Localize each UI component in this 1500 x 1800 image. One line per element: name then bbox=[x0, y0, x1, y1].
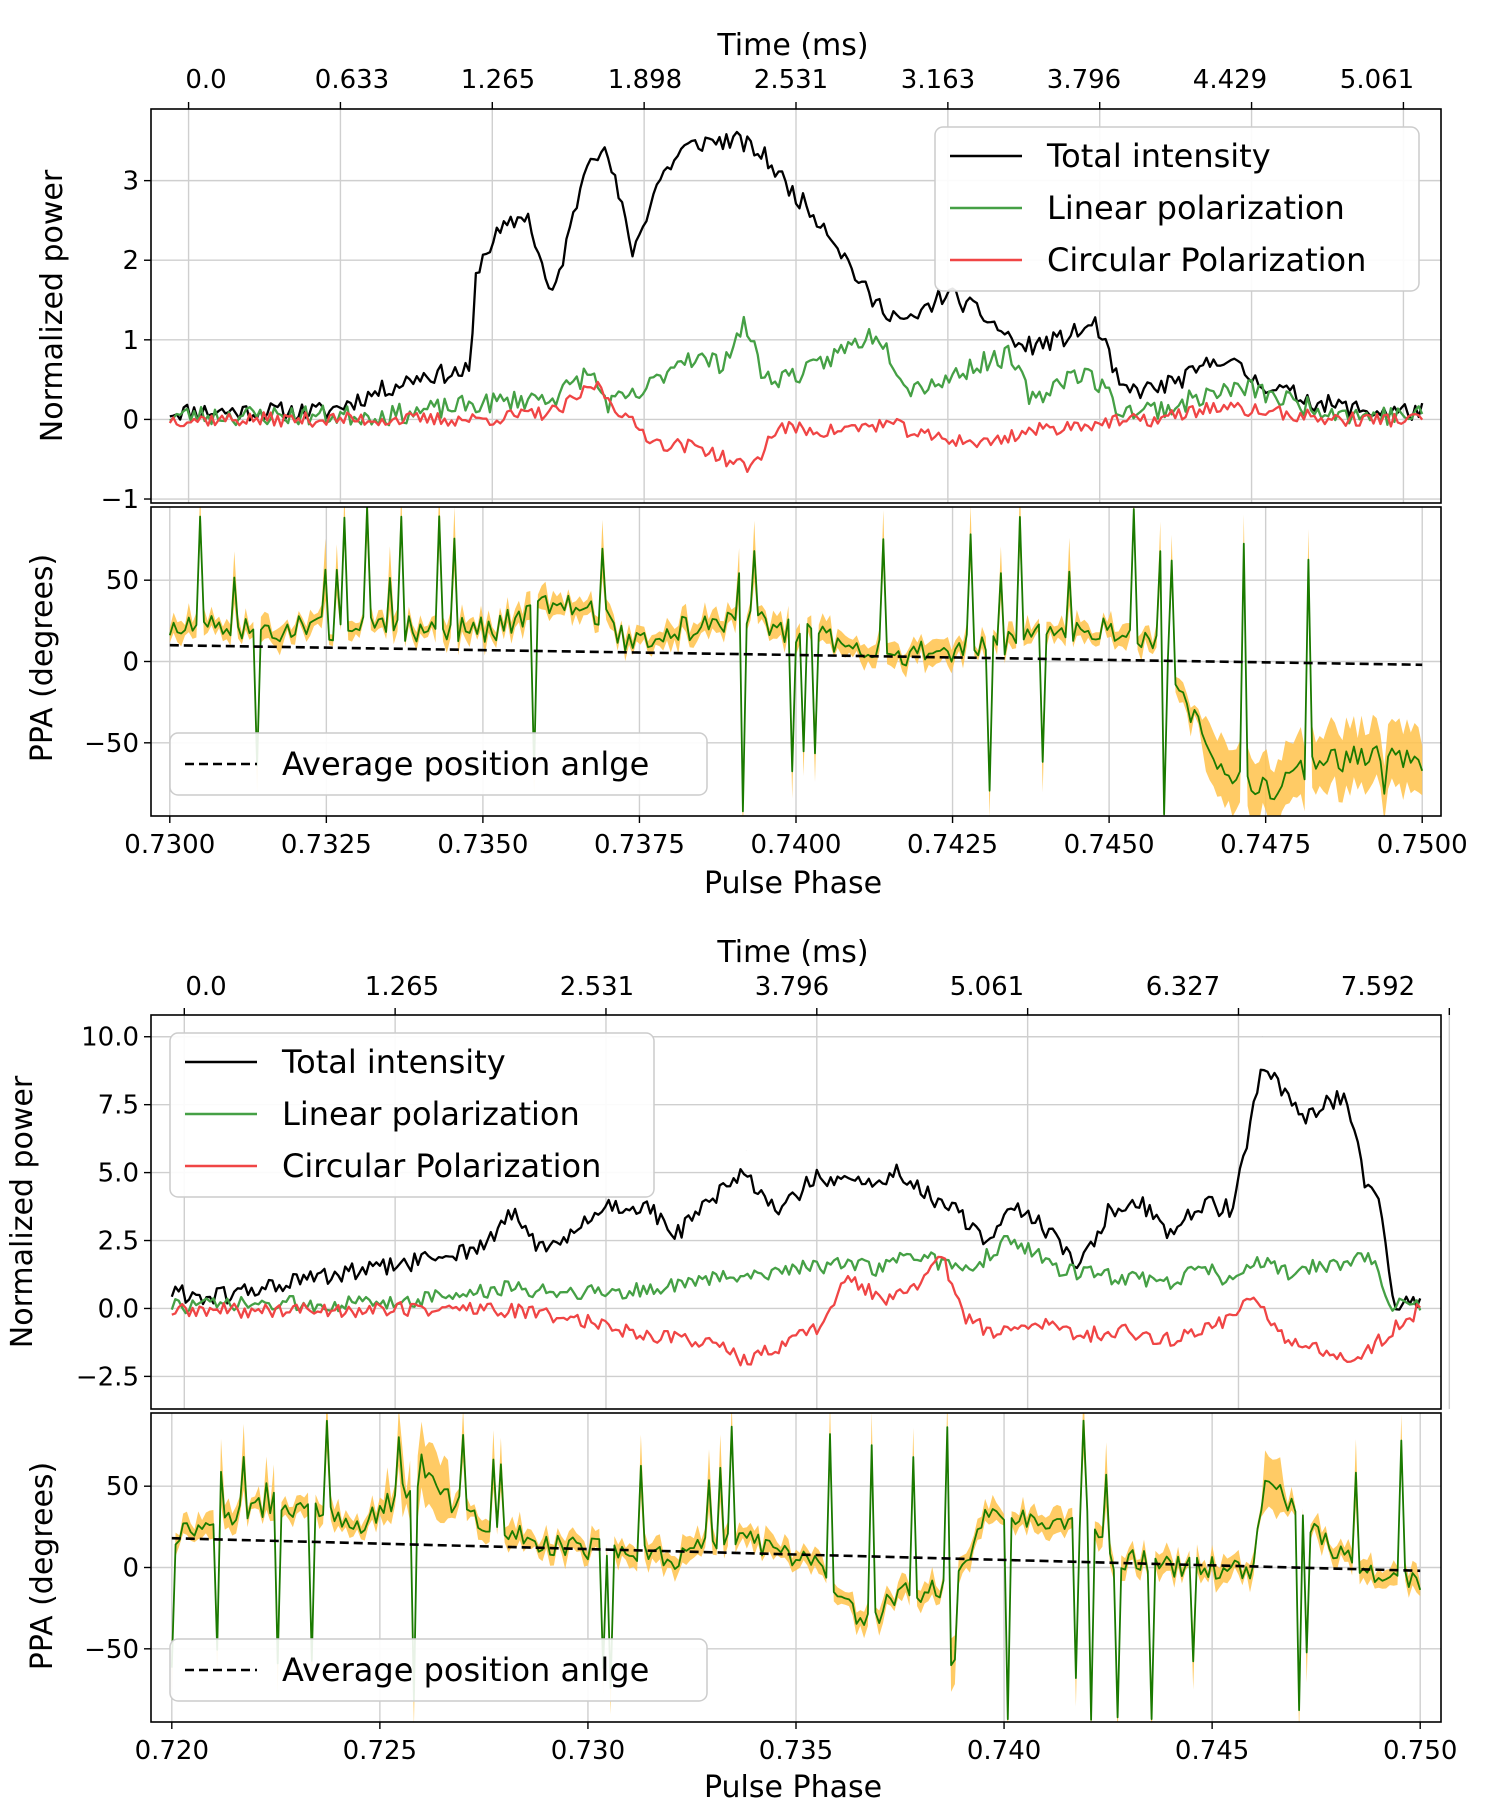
y-tick-label: −50 bbox=[84, 1635, 139, 1665]
y-tick-label: 3 bbox=[122, 167, 139, 197]
y-tick-label: 0.0 bbox=[98, 1294, 139, 1324]
top-ppa-frame bbox=[150, 506, 1442, 817]
top-time-axis-label: Time (ms) bbox=[716, 28, 868, 63]
legend-label-linear: Linear polarization bbox=[282, 1095, 580, 1133]
y-tick-label: −2.5 bbox=[76, 1362, 139, 1392]
legend: Total intensity Linear polarization Circ… bbox=[934, 126, 1420, 292]
bottom-ppa-marks: −50 0 50 0.720 0.725 0.730 0.735 0.740 0.745 0.75… bbox=[84, 1413, 1457, 1766]
bottom-ppa-panel: PPA (degrees) −50 0 50 0.720 0.725 0.730 0.735… bbox=[25, 1412, 1457, 1800]
legend-label-average: Average position anlge bbox=[282, 1651, 649, 1689]
y-tick-label: 0 bbox=[122, 648, 139, 678]
series-line-total-intensity bbox=[170, 1068, 1422, 1311]
top-time-tick: 2.531 bbox=[754, 65, 828, 95]
series-line-total-intensity bbox=[169, 130, 1424, 422]
y-tick-label: −50 bbox=[84, 729, 139, 759]
x-tick-label: 0.740 bbox=[967, 1736, 1041, 1766]
legend: Average position anlge bbox=[169, 732, 708, 796]
average-angle-line bbox=[171, 1536, 1421, 1573]
top-intensity-panel: Time (ms) 0.0 0.633 1.265 1.898 2.531 3.… bbox=[35, 28, 1442, 515]
x-tick-label: 0.725 bbox=[343, 1736, 417, 1766]
y-tick-label: 5.0 bbox=[98, 1159, 139, 1189]
x-tick-label: 0.730 bbox=[551, 1736, 625, 1766]
top-time-tick: 3.163 bbox=[901, 65, 975, 95]
y-tick-label: 2 bbox=[122, 246, 139, 276]
y-tick-label: 7.5 bbox=[98, 1091, 139, 1121]
bottom-time-tick: 5.061 bbox=[950, 972, 1024, 1002]
legend-label-circular: Circular Polarization bbox=[1047, 241, 1366, 279]
series-line-ppa bbox=[170, 1419, 1422, 1721]
legend: Average position anlge bbox=[169, 1638, 708, 1702]
y-tick-label: 50 bbox=[106, 566, 139, 596]
legend-label-linear: Linear polarization bbox=[1047, 189, 1345, 227]
bottom-time-axis-label: Time (ms) bbox=[716, 935, 868, 970]
top-time-tick: 1.265 bbox=[461, 65, 535, 95]
top-intensity-y-label: Normalized power bbox=[35, 169, 70, 442]
y-tick-label: 0 bbox=[122, 1554, 139, 1584]
bottom-ppa-frame bbox=[150, 1412, 1442, 1723]
x-tick-label: 0.7400 bbox=[751, 830, 842, 860]
legend-label-total: Total intensity bbox=[281, 1043, 506, 1081]
x-tick-label: 0.735 bbox=[759, 1736, 833, 1766]
series-line-ppa bbox=[168, 507, 1424, 816]
series-line-circular-polarization bbox=[168, 380, 1424, 473]
x-tick-label: 0.7350 bbox=[437, 830, 528, 860]
top-ppa-panel: PPA (degrees) −50 0 50 0.7300 0.7325 0.7350 0.… bbox=[25, 506, 1468, 901]
series-line-circular-polarization bbox=[171, 1255, 1421, 1367]
bottom-time-tick: 1.265 bbox=[365, 972, 439, 1002]
x-tick-label: 0.720 bbox=[135, 1736, 209, 1766]
bottom-time-tick: 2.531 bbox=[560, 972, 634, 1002]
ppa-error-band bbox=[171, 1413, 1421, 1722]
y-tick-label: 1 bbox=[122, 326, 139, 356]
legend-label-circular: Circular Polarization bbox=[282, 1147, 601, 1185]
legend-label-total: Total intensity bbox=[1046, 137, 1271, 175]
bottom-intensity-panel: Time (ms) 0.0 1.265 2.531 3.796 5.061 6.… bbox=[5, 935, 1451, 1410]
legend-box bbox=[934, 126, 1420, 292]
top-time-tick: 5.061 bbox=[1340, 65, 1414, 95]
bottom-intensity-frame bbox=[150, 1014, 1442, 1410]
bottom-time-tick: 7.592 bbox=[1341, 972, 1415, 1002]
top-time-tick: 0.633 bbox=[315, 65, 389, 95]
x-tick-label: 0.7325 bbox=[281, 830, 372, 860]
top-intensity-frame bbox=[150, 108, 1442, 504]
x-tick-label: 0.7475 bbox=[1220, 830, 1311, 860]
bottom-time-tick: 6.327 bbox=[1146, 972, 1220, 1002]
x-tick-label: 0.7375 bbox=[594, 830, 685, 860]
top-time-tick: 0.0 bbox=[185, 65, 226, 95]
x-tick-label: 0.745 bbox=[1175, 1736, 1249, 1766]
top-ppa-y-label: PPA (degrees) bbox=[25, 554, 60, 763]
bottom-time-tick: 3.796 bbox=[755, 972, 829, 1002]
bottom-time-tick: 0.0 bbox=[185, 972, 226, 1002]
bottom-ppa-y-label: PPA (degrees) bbox=[25, 1462, 60, 1671]
x-tick-label: 0.7300 bbox=[124, 830, 215, 860]
legend-box bbox=[169, 1032, 655, 1198]
legend: Total intensity Linear polarization Circ… bbox=[169, 1032, 655, 1198]
y-tick-label: 50 bbox=[106, 1472, 139, 1502]
x-tick-label: 0.7425 bbox=[907, 830, 998, 860]
bottom-intensity-y-label: Normalized power bbox=[5, 1075, 40, 1348]
top-x-axis-label: Pulse Phase bbox=[704, 866, 882, 901]
top-time-tick: 4.429 bbox=[1193, 65, 1267, 95]
x-tick-label: 0.750 bbox=[1383, 1736, 1457, 1766]
top-time-tick: 1.898 bbox=[608, 65, 682, 95]
x-tick-label: 0.7450 bbox=[1064, 830, 1155, 860]
top-ppa-marks: −50 0 50 0.7300 0.7325 0.7350 0.7375 0.7400 0.74… bbox=[84, 507, 1468, 860]
legend-label-average: Average position anlge bbox=[282, 745, 649, 783]
bottom-time-tick-labels: 0.0 1.265 2.531 3.796 5.061 6.327 7.592 bbox=[185, 972, 1415, 1002]
legend-box bbox=[169, 732, 708, 796]
ppa-error-band bbox=[169, 507, 1423, 816]
legend-box bbox=[169, 1638, 708, 1702]
top-time-tick-labels: 0.0 0.633 1.265 1.898 2.531 3.163 3.796 … bbox=[185, 65, 1414, 95]
bottom-x-axis-label: Pulse Phase bbox=[704, 1770, 882, 1800]
y-tick-label: 10.0 bbox=[81, 1023, 139, 1053]
y-tick-label: 2.5 bbox=[98, 1227, 139, 1257]
top-time-tick: 3.796 bbox=[1047, 65, 1121, 95]
x-tick-label: 0.7500 bbox=[1377, 830, 1468, 860]
average-angle-line bbox=[169, 643, 1423, 667]
y-tick-label: −1 bbox=[101, 485, 139, 515]
y-tick-label: 0 bbox=[122, 405, 139, 435]
